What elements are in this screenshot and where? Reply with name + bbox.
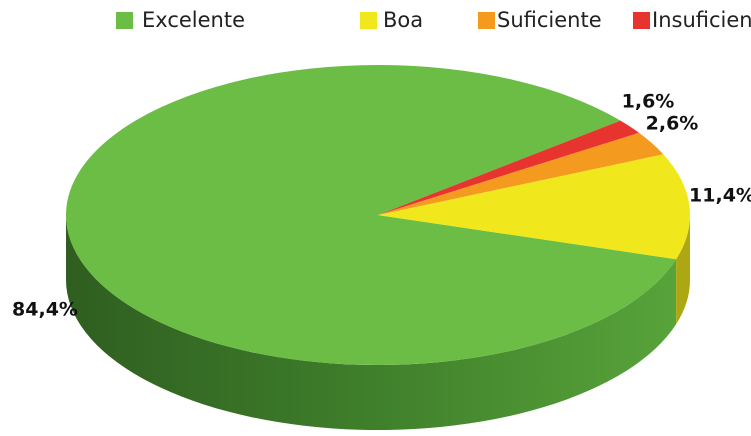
- legend-label: Excelente: [142, 8, 245, 32]
- legend-swatch: [360, 12, 377, 29]
- pie-slice: [378, 154, 690, 260]
- pie-tops: [66, 65, 690, 366]
- pie-slice: [378, 132, 664, 215]
- pie-slice: [378, 120, 639, 215]
- pie-slice: [66, 65, 677, 366]
- value-label: 2,6%: [646, 113, 699, 135]
- legend-swatch: [478, 12, 495, 29]
- pie-sides: [66, 215, 690, 431]
- value-label: 1,6%: [622, 91, 675, 113]
- pie-labels: 84,4% 11,4% 2,6%1,6%: [12, 91, 751, 321]
- legend-label: Insuficiente: [652, 8, 751, 32]
- value-label: 84,4%: [12, 299, 78, 321]
- legend: Excelente Boa Suficiente Insuficiente: [116, 8, 751, 32]
- legend-swatch: [633, 12, 650, 29]
- value-label: 11,4%: [689, 185, 751, 207]
- legend-label: Suficiente: [497, 8, 602, 32]
- legend-label: Boa: [383, 8, 423, 32]
- pie-side: [66, 215, 677, 431]
- legend-swatch: [116, 12, 133, 29]
- pie-side: [676, 215, 690, 325]
